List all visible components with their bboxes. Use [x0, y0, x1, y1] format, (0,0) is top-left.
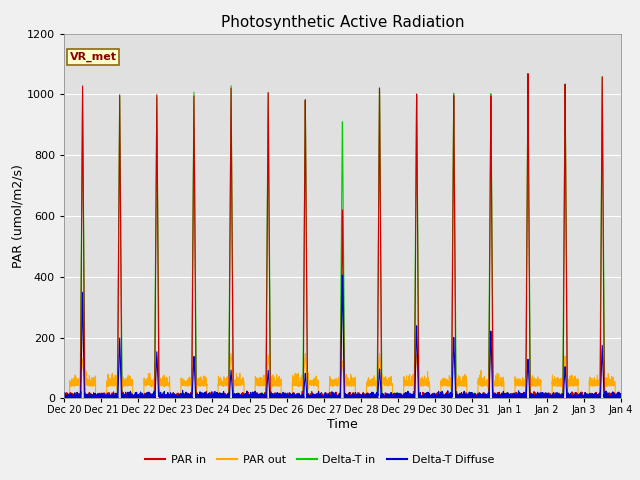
Delta-T Diffuse [584, 396, 591, 401]
Delta-T in [161, 392, 168, 397]
PAR in [111, 396, 119, 401]
PAR in [499, 390, 507, 396]
Delta-T in [436, 393, 444, 399]
PAR out [598, 348, 606, 354]
PAR in [436, 393, 444, 399]
Line: PAR out: PAR out [64, 351, 621, 398]
Legend: PAR in, PAR out, Delta-T in, Delta-T Diffuse: PAR in, PAR out, Delta-T in, Delta-T Dif… [141, 451, 499, 469]
PAR in [467, 391, 475, 397]
PAR out [467, 396, 475, 401]
Y-axis label: PAR (umol/m2/s): PAR (umol/m2/s) [11, 164, 24, 268]
Delta-T in [322, 393, 330, 398]
PAR out [160, 380, 168, 386]
Delta-T in [60, 395, 68, 401]
Delta-T Diffuse [339, 272, 346, 278]
Delta-T Diffuse [60, 395, 68, 400]
PAR out [322, 396, 330, 401]
Line: Delta-T in: Delta-T in [64, 77, 621, 398]
PAR in [60, 394, 68, 399]
Delta-T Diffuse [436, 389, 444, 395]
PAR out [436, 396, 444, 401]
Delta-T Diffuse [322, 395, 330, 401]
PAR out [499, 382, 506, 387]
PAR in [161, 392, 168, 398]
PAR in [616, 394, 624, 400]
Delta-T Diffuse [499, 393, 507, 399]
Title: Photosynthetic Active Radiation: Photosynthetic Active Radiation [221, 15, 464, 30]
PAR in [322, 392, 330, 397]
Delta-T in [617, 395, 625, 400]
Delta-T Diffuse [467, 392, 475, 397]
Delta-T in [616, 395, 624, 400]
Line: Delta-T Diffuse: Delta-T Diffuse [64, 275, 621, 398]
PAR out [60, 396, 68, 401]
Delta-T in [467, 394, 475, 399]
Delta-T in [598, 74, 606, 80]
Text: VR_met: VR_met [70, 52, 116, 62]
Delta-T Diffuse [616, 391, 624, 397]
Delta-T Diffuse [617, 396, 625, 401]
Delta-T Diffuse [160, 395, 168, 400]
Delta-T in [148, 396, 156, 401]
Line: PAR in: PAR in [64, 73, 621, 398]
Delta-T in [499, 391, 507, 397]
PAR in [617, 395, 625, 400]
X-axis label: Time: Time [327, 418, 358, 431]
PAR out [617, 396, 625, 401]
PAR out [616, 396, 624, 401]
PAR in [524, 71, 532, 76]
